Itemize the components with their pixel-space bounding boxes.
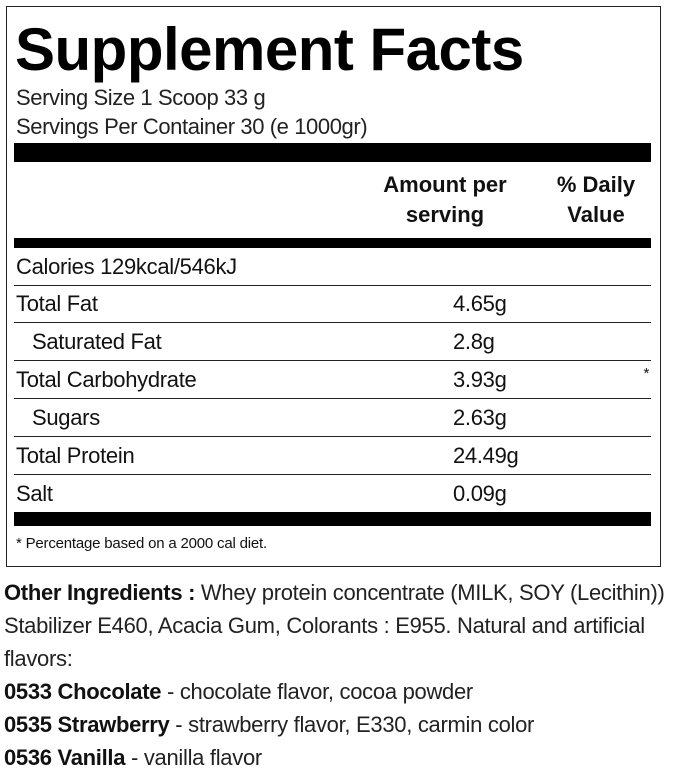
nutrient-row: Sugars 2.63g xyxy=(14,399,651,437)
nutrient-label: Total Fat xyxy=(16,291,98,316)
nutrient-row: Total Protein 24.49g xyxy=(14,437,651,475)
servings-per-container: Servings Per Container 30 (e 1000gr) xyxy=(16,114,368,139)
ingredients-text: Other Ingredients : Whey protein concent… xyxy=(4,576,674,675)
ingredients-label: Other Ingredients : xyxy=(4,580,196,605)
nutrient-label: Total Carbohydrate xyxy=(16,367,197,392)
nutrient-row: Salt 0.09g xyxy=(14,475,651,513)
nutrient-amount: 24.49g xyxy=(453,443,519,468)
flavor-code: 0533 Chocolate xyxy=(4,679,162,704)
flavor-code: 0535 Strawberry xyxy=(4,712,170,737)
divider-thick xyxy=(14,143,651,162)
nutrient-label: Salt xyxy=(16,481,53,506)
flavor-item: 0533 Chocolate - chocolate flavor, cocoa… xyxy=(4,675,674,708)
flavor-code: 0536 Vanilla xyxy=(4,745,126,770)
divider-thick xyxy=(14,512,651,526)
calories-row: Calories 129kcal/546kJ xyxy=(14,248,651,286)
other-ingredients: Other Ingredients : Whey protein concent… xyxy=(4,576,674,774)
divider-thick xyxy=(14,238,651,248)
flavor-item: 0535 Strawberry - strawberry flavor, E33… xyxy=(4,708,674,741)
ingredients-body: Whey protein concentrate (MILK, SOY (Lec… xyxy=(4,580,665,671)
flavor-item: 0536 Vanilla - vanilla flavor xyxy=(4,741,674,774)
flavor-desc: - vanilla flavor xyxy=(125,745,262,770)
nutrient-row: Total Fat 4.65g xyxy=(14,285,651,323)
nutrient-label: Sugars xyxy=(32,405,100,430)
nutrient-label: Total Protein xyxy=(16,443,135,468)
calories-label: Calories 129kcal/546kJ xyxy=(16,254,237,279)
panel-title: Supplement Facts xyxy=(15,16,524,83)
flavor-desc: - strawberry flavor, E330, carmin color xyxy=(169,712,535,737)
header-line: serving xyxy=(405,202,485,227)
nutrient-amount: 0.09g xyxy=(453,481,507,506)
serving-size: Serving Size 1 Scoop 33 g xyxy=(16,85,266,110)
nutrient-amount: 2.8g xyxy=(453,329,495,354)
nutrient-amount: 3.93g xyxy=(453,367,507,392)
supplement-facts-panel xyxy=(6,6,661,567)
footnote: * Percentage based on a 2000 cal diet. xyxy=(16,535,267,552)
flavor-desc: - chocolate flavor, cocoa powder xyxy=(161,679,473,704)
nutrient-row: Saturated Fat 2.8g xyxy=(14,323,651,361)
daily-value-header: % Daily Value xyxy=(540,170,652,230)
nutrient-amount: 4.65g xyxy=(453,291,507,316)
amount-per-serving-header: Amount per serving xyxy=(355,170,535,230)
nutrient-amount: 2.63g xyxy=(453,405,507,430)
nutrient-dv: * xyxy=(643,365,649,382)
header-line: % Daily xyxy=(556,172,636,197)
nutrient-label: Saturated Fat xyxy=(32,329,162,354)
header-line: Amount per xyxy=(383,172,507,197)
nutrient-row: Total Carbohydrate 3.93g * xyxy=(14,361,651,399)
header-line: Value xyxy=(567,202,625,227)
